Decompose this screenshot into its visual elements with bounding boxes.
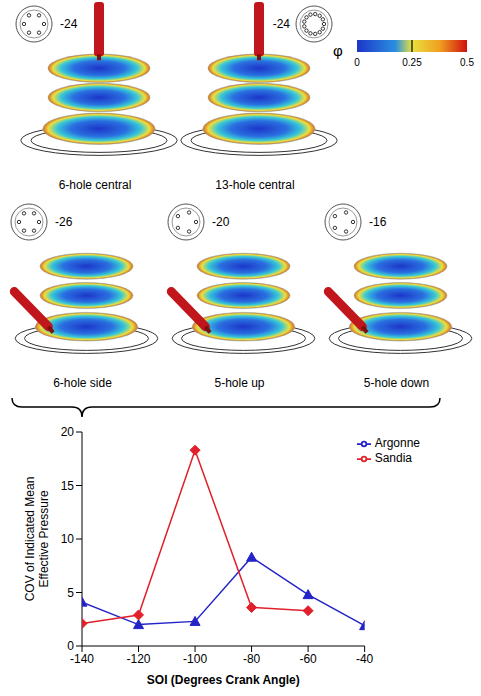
svg-text:-40: -40 <box>356 652 374 666</box>
svg-text:-100: -100 <box>183 652 207 666</box>
svg-text:-60: -60 <box>299 652 317 666</box>
svg-text:13-hole central: 13-hole central <box>215 178 294 192</box>
html-text:Sandia: Sandia <box>374 450 412 465</box>
svg-text:-20: -20 <box>212 215 230 229</box>
svg-text:15: 15 <box>61 479 75 493</box>
svg-text:10: 10 <box>61 532 75 546</box>
svg-text:-16: -16 <box>369 215 387 229</box>
svg-text:COV of Indicated Mean: COV of Indicated Mean <box>23 477 37 602</box>
svg-text:0: 0 <box>67 639 74 653</box>
svg-text:5-hole up: 5-hole up <box>214 376 264 390</box>
svg-text:0.25: 0.25 <box>402 57 422 68</box>
svg-text:-24: -24 <box>60 17 78 31</box>
svg-text:6-hole central: 6-hole central <box>59 178 132 192</box>
svg-text:SOI (Degrees Crank Angle): SOI (Degrees Crank Angle) <box>147 673 300 687</box>
svg-text:0.5: 0.5 <box>460 57 474 68</box>
svg-text:6-hole side: 6-hole side <box>53 376 112 390</box>
svg-text:Effective Pressure: Effective Pressure <box>37 490 51 587</box>
html-text:Argonne: Argonne <box>374 436 420 450</box>
svg-text:φ: φ <box>333 42 343 59</box>
svg-text:-26: -26 <box>55 215 73 229</box>
svg-text:5-hole down: 5-hole down <box>364 376 429 390</box>
svg-text:0: 0 <box>354 57 360 68</box>
svg-text:-24: -24 <box>273 17 291 31</box>
svg-text:-140: -140 <box>70 652 94 666</box>
svg-text:-120: -120 <box>127 652 151 666</box>
svg-text:5: 5 <box>67 586 74 600</box>
svg-text:20: 20 <box>61 425 75 439</box>
svg-text:-80: -80 <box>243 652 261 666</box>
